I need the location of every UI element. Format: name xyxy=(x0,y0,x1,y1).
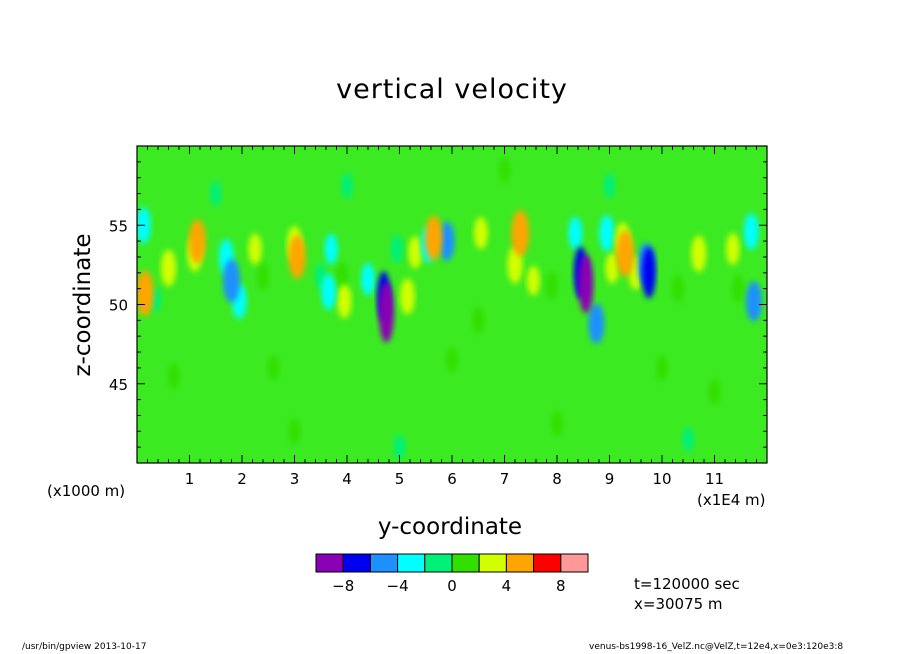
field-cell xyxy=(603,173,616,199)
field-cell xyxy=(324,233,338,265)
field-cell xyxy=(445,346,459,374)
field-cell xyxy=(267,354,280,381)
field-cell xyxy=(605,252,619,284)
field-cell xyxy=(390,234,404,264)
field-cell xyxy=(588,303,605,344)
y-axis-ticks: 45 50 55 xyxy=(109,145,767,464)
colorbar-swatch xyxy=(451,553,480,573)
field-cell xyxy=(743,213,759,250)
x-axis-ticks: 1 2 3 4 5 6 7 8 9 10 11 xyxy=(136,146,768,488)
field-cell xyxy=(161,249,176,287)
colorbar-swatch xyxy=(505,553,535,573)
field-cell xyxy=(167,362,180,390)
field-cell xyxy=(691,235,707,273)
colorbar-swatch xyxy=(397,553,426,573)
colorbar-label: 8 xyxy=(556,577,566,595)
field-cell xyxy=(473,217,488,250)
field-cell xyxy=(671,274,685,304)
y-axis-units: (x1000 m) xyxy=(47,482,126,500)
field-cell xyxy=(550,410,564,437)
y-axis-label: z-coordinate xyxy=(70,233,96,377)
colorbar-swatch xyxy=(342,553,371,573)
x-tick-label: 1 xyxy=(185,470,195,488)
y-tick-label: 50 xyxy=(109,297,128,315)
field-cell xyxy=(341,172,353,199)
colorbar-label: −4 xyxy=(387,577,409,595)
field-cell xyxy=(137,270,154,317)
field-cell xyxy=(568,216,583,250)
field-cell xyxy=(335,261,349,291)
x-tick-label: 10 xyxy=(652,470,671,488)
x-axis-label: y-coordinate xyxy=(377,514,523,540)
colorbar-label: −8 xyxy=(332,577,354,595)
field-cell xyxy=(642,247,656,299)
field-cell xyxy=(337,284,352,319)
x-tick-label: 7 xyxy=(500,470,510,488)
time-annotation: t=120000 sec xyxy=(634,575,740,593)
footer-right: venus-bs1998-16_VelZ.nc@VelZ,t=12e4,x=0e… xyxy=(589,642,844,652)
x-tick-label: 4 xyxy=(342,470,352,488)
x-tick-label: 5 xyxy=(395,470,405,488)
y-tick-label: 55 xyxy=(109,217,128,235)
chart-title: vertical velocity xyxy=(336,74,568,105)
field-cell xyxy=(526,265,540,296)
x-tick-label: 11 xyxy=(705,470,724,488)
y-tick-label: 45 xyxy=(109,376,128,394)
field-cell xyxy=(321,273,337,310)
field-cell xyxy=(616,230,635,277)
field-cell xyxy=(424,215,443,261)
field-cell xyxy=(223,258,240,303)
colorbar-swatch xyxy=(560,553,589,573)
heatmap-field xyxy=(137,146,767,463)
colorbar: −8 −4 0 4 8 xyxy=(315,553,589,595)
field-cell xyxy=(288,235,306,279)
field-cell xyxy=(399,278,415,315)
field-cell xyxy=(209,180,222,207)
x-tick-label: 3 xyxy=(290,470,300,488)
field-cell xyxy=(578,254,594,314)
x-tick-label: 6 xyxy=(447,470,457,488)
footer-left: /usr/bin/gpview 2013-10-17 xyxy=(22,642,147,652)
colorbar-swatch xyxy=(478,553,507,573)
field-cell xyxy=(682,426,695,452)
field-cell xyxy=(708,378,721,405)
field-cell xyxy=(408,236,423,269)
colorbar-swatch xyxy=(533,553,562,573)
field-background xyxy=(137,146,767,463)
field-cell xyxy=(655,354,669,382)
field-cell xyxy=(498,156,511,183)
field-cell xyxy=(745,281,762,322)
field-cell xyxy=(731,274,745,303)
x-tick-label: 2 xyxy=(237,470,247,488)
field-cell xyxy=(471,306,485,335)
x-tick-label: 8 xyxy=(552,470,562,488)
field-cell xyxy=(599,214,615,252)
colorbar-swatch xyxy=(315,553,344,573)
field-cell xyxy=(726,233,740,265)
colorbar-label: 4 xyxy=(502,577,512,595)
colorbar-label: 0 xyxy=(447,577,457,595)
x-tick-label: 9 xyxy=(605,470,615,488)
field-cell xyxy=(248,233,262,265)
field-cell xyxy=(378,282,394,343)
field-cell xyxy=(361,263,375,296)
field-cell xyxy=(288,418,301,445)
field-cell xyxy=(393,434,406,460)
colorbar-swatch xyxy=(424,553,453,573)
field-cell xyxy=(256,261,270,291)
colorbar-swatch xyxy=(369,553,399,573)
field-cell xyxy=(438,221,455,261)
field-cell xyxy=(545,270,559,301)
position-annotation: x=30075 m xyxy=(634,595,723,613)
x-axis-units: (x1E4 m) xyxy=(697,491,766,509)
field-cell xyxy=(188,219,206,263)
field-cell xyxy=(511,210,530,257)
